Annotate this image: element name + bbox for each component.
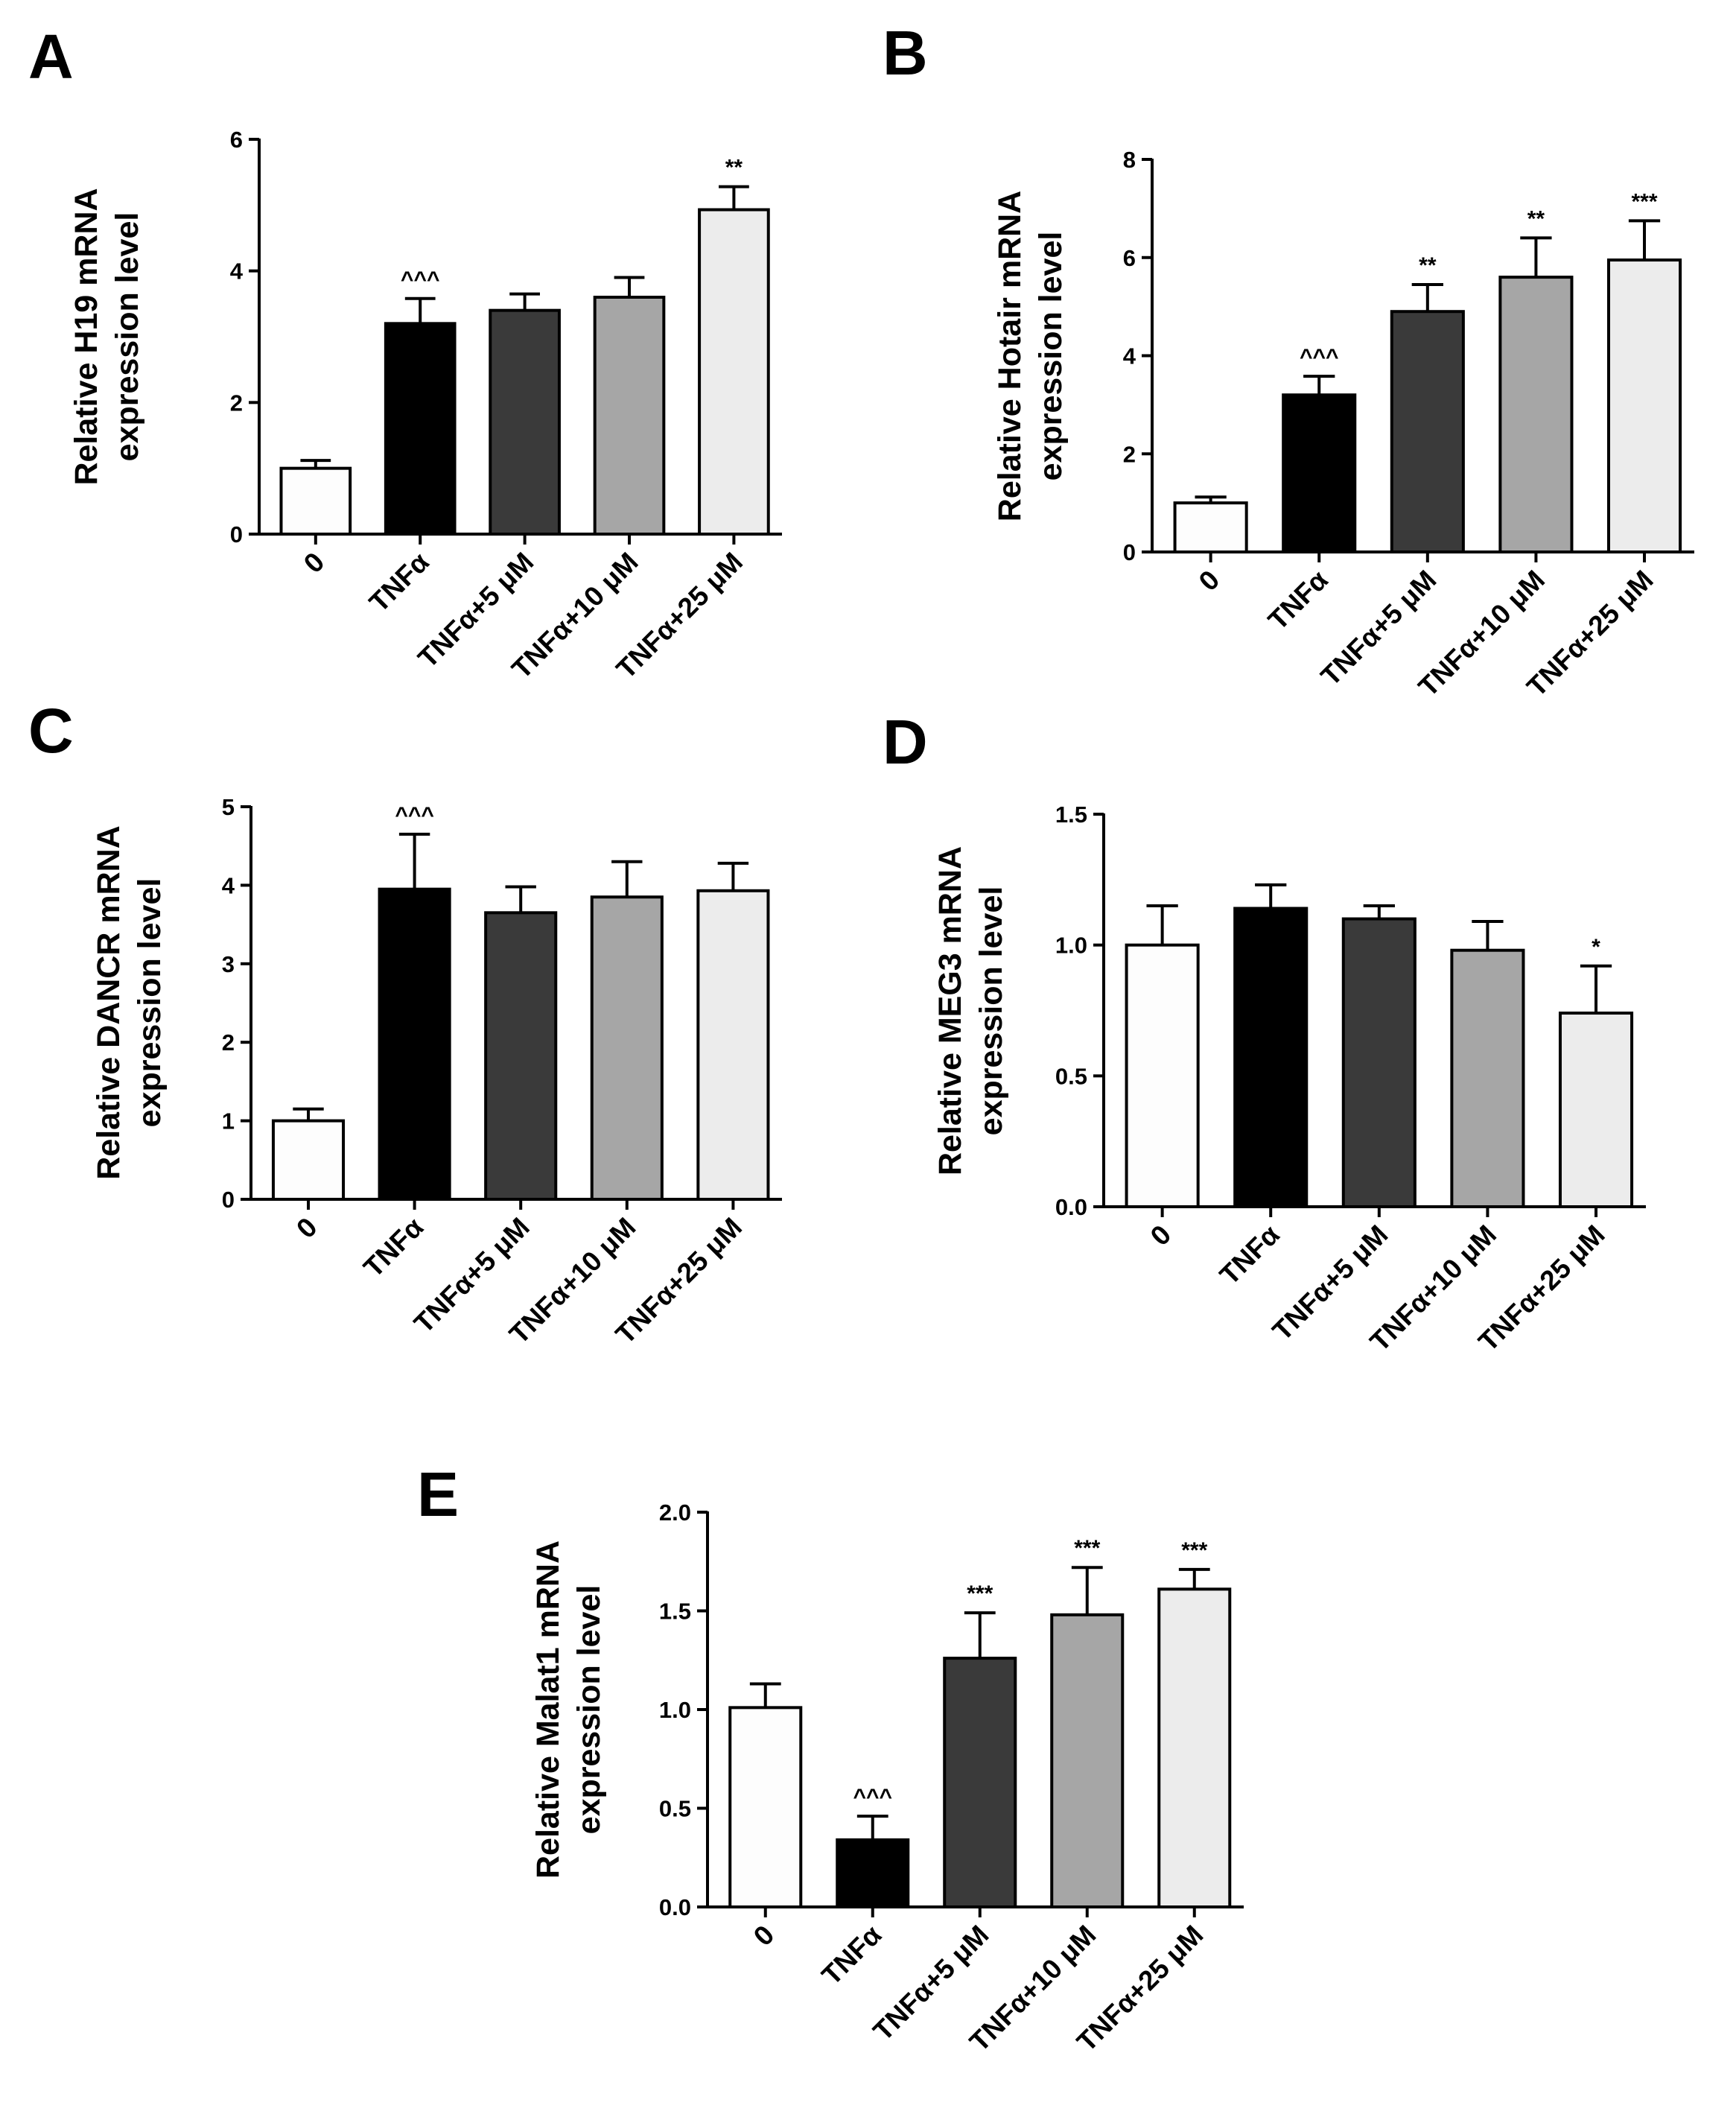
y-tick-label: 3 xyxy=(222,951,235,977)
y-tick-label: 4 xyxy=(222,872,235,898)
panel-label-e: E xyxy=(417,1459,459,1529)
bar xyxy=(943,1657,1017,1909)
y-tick-label: 0.5 xyxy=(659,1796,691,1822)
bar xyxy=(1498,276,1574,553)
y-tick-label: 2.0 xyxy=(659,1499,691,1526)
bar xyxy=(1125,943,1200,1208)
x-tick-label: 0 xyxy=(1145,1219,1177,1252)
y-axis-label-line: Relative Malat1 mRNA xyxy=(530,1540,566,1879)
y-tick-label: 0.0 xyxy=(1055,1194,1087,1220)
bar xyxy=(1233,907,1309,1208)
bar xyxy=(1450,948,1525,1209)
significance-label: ** xyxy=(725,156,743,180)
bar xyxy=(1390,310,1465,553)
x-tick-label: TNFα xyxy=(1214,1219,1285,1290)
bar xyxy=(593,296,666,536)
y-tick-label: 2 xyxy=(230,390,243,416)
y-tick-label: 0 xyxy=(230,521,243,548)
bar xyxy=(378,887,451,1202)
significance-label: ^^^ xyxy=(853,1785,892,1809)
y-tick-label: 4 xyxy=(1123,343,1136,369)
bar xyxy=(489,308,561,536)
y-tick-label: 0 xyxy=(222,1187,235,1213)
y-tick-label: 2 xyxy=(1123,441,1136,467)
x-tick-label: 0 xyxy=(298,547,331,580)
bar xyxy=(1173,501,1248,553)
y-tick-label: 1.0 xyxy=(659,1697,691,1723)
bar xyxy=(484,911,558,1202)
y-tick-label: 8 xyxy=(1123,147,1136,173)
bar xyxy=(1341,917,1417,1208)
significance-label: ^^^ xyxy=(1300,345,1339,369)
y-axis-label: Relative Malat1 mRNA expression level xyxy=(530,1540,607,1879)
x-tick-label: TNFα xyxy=(815,1919,887,1990)
bar xyxy=(728,1706,803,1909)
y-tick-label: 4 xyxy=(230,258,244,285)
bar xyxy=(279,466,352,536)
y-tick-label: 0 xyxy=(1123,539,1136,565)
bar xyxy=(1157,1587,1232,1909)
y-axis-label-line: Relative Hotair mRNA xyxy=(992,191,1028,521)
y-axis-label: Relative MEG3 mRNA expression level xyxy=(932,846,1009,1175)
bar xyxy=(1050,1613,1125,1909)
y-axis-label-line: expression level xyxy=(571,1585,607,1835)
significance-label: *** xyxy=(1074,1536,1100,1561)
y-axis-label-line: expression level xyxy=(109,212,145,462)
panel-label-a: A xyxy=(28,22,74,92)
y-axis-label-line: expression level xyxy=(1033,232,1069,481)
panel-label-b: B xyxy=(883,18,928,88)
significance-label: ^^^ xyxy=(401,267,440,292)
y-tick-label: 5 xyxy=(222,794,235,820)
y-tick-label: 0.0 xyxy=(659,1894,691,1920)
significance-label: *** xyxy=(1632,189,1658,214)
bar xyxy=(1606,258,1682,553)
panel-d: D 0.0 0.5 1.0 1.5 Relative MEG3 mRNA expressi… xyxy=(883,707,1646,1357)
y-axis-label: Relative H19 mRNA expression level xyxy=(69,188,145,485)
y-tick-label: 1.0 xyxy=(1055,933,1087,959)
x-tick-label: 0 xyxy=(748,1920,780,1952)
y-axis-label-line: Relative H19 mRNA xyxy=(69,188,104,485)
significance-label: ** xyxy=(1527,206,1545,231)
bar xyxy=(698,208,770,536)
bar xyxy=(836,1838,910,1908)
bar xyxy=(271,1119,346,1201)
y-axis-label-line: expression level xyxy=(973,886,1009,1136)
panel-a: A 0 2 4 6 Relative H19 mRNA expression level 0… xyxy=(28,22,782,685)
y-tick-label: 2 xyxy=(222,1029,235,1056)
y-axis-label: Relative DANCR mRNA expression level xyxy=(91,825,168,1179)
y-axis-label-line: expression level xyxy=(132,878,168,1128)
y-tick-label: 1.5 xyxy=(659,1599,691,1625)
y-tick-label: 0.5 xyxy=(1055,1063,1087,1089)
y-axis-label-line: Relative MEG3 mRNA xyxy=(932,846,968,1175)
significance-label: ^^^ xyxy=(395,803,434,828)
bar xyxy=(696,889,770,1201)
bar xyxy=(590,895,664,1201)
x-tick-label: TNFα xyxy=(1262,564,1334,635)
significance-label: *** xyxy=(1181,1538,1207,1563)
y-tick-label: 6 xyxy=(230,127,243,153)
y-axis-label: Relative Hotair mRNA expression level xyxy=(992,191,1069,521)
bar xyxy=(1282,393,1357,554)
y-axis-label-line: Relative DANCR mRNA xyxy=(91,825,127,1179)
significance-label: ** xyxy=(1419,253,1437,278)
x-tick-label: TNFα xyxy=(357,1211,429,1283)
panel-label-d: D xyxy=(883,707,928,777)
x-tick-label: 0 xyxy=(290,1212,323,1245)
panel-c: C 0 1 2 3 4 5 Relative DANCR mRNA expression le… xyxy=(28,696,782,1350)
bar xyxy=(384,322,457,536)
significance-label: * xyxy=(1592,935,1600,959)
significance-label: *** xyxy=(967,1581,993,1606)
bar xyxy=(1558,1012,1634,1208)
y-tick-label: 6 xyxy=(1123,245,1136,271)
panel-e: E 0.0 0.5 1.0 1.5 2.0 Relative Malat1 mRNA exp… xyxy=(417,1459,1244,2057)
x-tick-label: 0 xyxy=(1193,565,1226,597)
x-tick-label: TNFα xyxy=(363,546,435,618)
y-tick-label: 1 xyxy=(222,1108,235,1134)
y-tick-label: 1.5 xyxy=(1055,802,1087,828)
panel-label-c: C xyxy=(28,696,74,766)
panel-b: B 0 2 4 6 8 Relative Hotair mRNA expression le… xyxy=(883,18,1694,702)
